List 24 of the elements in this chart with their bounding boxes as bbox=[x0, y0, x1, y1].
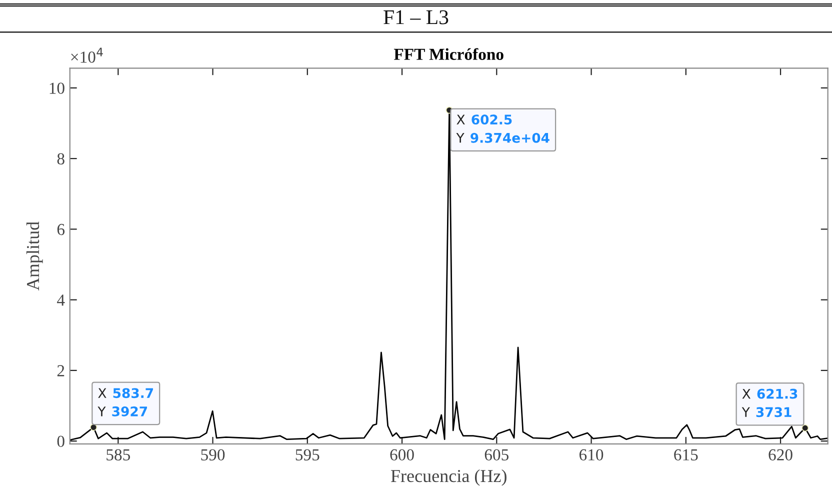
text: ×10$^{4}$ bbox=[71, 48, 103, 63]
x-tick-label: 615 bbox=[674, 449, 698, 460]
y-tick-label: 4 bbox=[57, 294, 65, 306]
y-tick-label: 10 bbox=[50, 82, 64, 94]
x-axis-title: Frecuencia (Hz) bbox=[390, 469, 506, 486]
x-tick-label: 600 bbox=[390, 449, 414, 460]
x-tick-label: 585 bbox=[106, 449, 130, 460]
y-tick-label: 2 bbox=[57, 365, 64, 376]
x-tick-label: 620 bbox=[768, 449, 792, 460]
y-tick-label: 8 bbox=[57, 153, 64, 164]
y-axis-title: Amplitud bbox=[26, 222, 43, 290]
x-tick-label: 595 bbox=[296, 449, 320, 460]
annotation: X 602.5 Y 9.374e+04 bbox=[456, 114, 550, 143]
annotation: X 621.3 Y 3731 bbox=[742, 388, 798, 418]
y-tick-label: 6 bbox=[57, 224, 65, 236]
chart-subtitle: FFT Micrófono bbox=[394, 48, 504, 60]
chart-title: F1 – L3 bbox=[384, 10, 448, 24]
x-tick-label: 610 bbox=[579, 449, 604, 460]
x-tick-label: 605 bbox=[484, 449, 508, 460]
y-tick-label: 0 bbox=[57, 436, 64, 448]
x-tick-label: 590 bbox=[201, 449, 225, 460]
point bbox=[802, 424, 809, 432]
annotation: X 583.7 Y 3927 bbox=[98, 388, 153, 416]
point bbox=[90, 424, 98, 431]
